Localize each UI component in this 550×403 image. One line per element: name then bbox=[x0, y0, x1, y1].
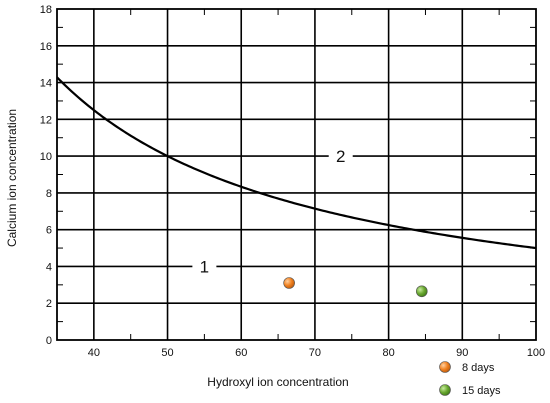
y-tick-label: 10 bbox=[40, 151, 52, 163]
data-point-8-days bbox=[283, 277, 295, 289]
y-tick-label: 4 bbox=[46, 261, 52, 273]
curve-layer bbox=[56, 76, 537, 250]
y-tick-label: 8 bbox=[46, 188, 52, 200]
data-points bbox=[283, 277, 428, 298]
x-tick-label: 70 bbox=[309, 347, 321, 359]
x-tick-label: 50 bbox=[161, 347, 173, 359]
y-tick-label: 14 bbox=[40, 78, 52, 90]
x-tick-label: 90 bbox=[456, 347, 468, 359]
x-tick-label: 40 bbox=[88, 347, 100, 359]
legend-marker-15-days bbox=[439, 384, 451, 396]
boundary-curve bbox=[56, 76, 537, 250]
y-tick-label: 2 bbox=[46, 298, 52, 310]
x-tick-label: 60 bbox=[235, 347, 247, 359]
legend-label-8-days: 8 days bbox=[462, 362, 495, 374]
x-tick-label: 80 bbox=[382, 347, 394, 359]
y-tick-label: 12 bbox=[40, 114, 52, 126]
y-tick-label: 6 bbox=[46, 225, 52, 237]
y-tick-label: 0 bbox=[46, 335, 52, 347]
y-tick-label: 18 bbox=[40, 4, 52, 16]
region-label-bg bbox=[328, 144, 353, 169]
region-label-1: 1 bbox=[200, 257, 209, 276]
legend-marker-8-days bbox=[439, 361, 451, 373]
y-axis-label: Calcium ion concentration bbox=[5, 109, 19, 247]
region-labels: 12 bbox=[192, 144, 353, 279]
data-point-15-days bbox=[415, 285, 428, 298]
chart-grid bbox=[57, 9, 536, 340]
region-label-bg bbox=[192, 254, 217, 279]
plot-frame bbox=[56, 8, 537, 341]
x-axis-label: Hydroxyl ion concentration bbox=[207, 375, 348, 389]
legend: 8 days 15 days bbox=[439, 361, 501, 397]
x-tick-label: 100 bbox=[527, 347, 545, 359]
plot-border bbox=[56, 8, 537, 341]
y-tick-label: 16 bbox=[40, 41, 52, 53]
legend-label-15-days: 15 days bbox=[462, 385, 501, 397]
region-label-2: 2 bbox=[336, 147, 345, 166]
